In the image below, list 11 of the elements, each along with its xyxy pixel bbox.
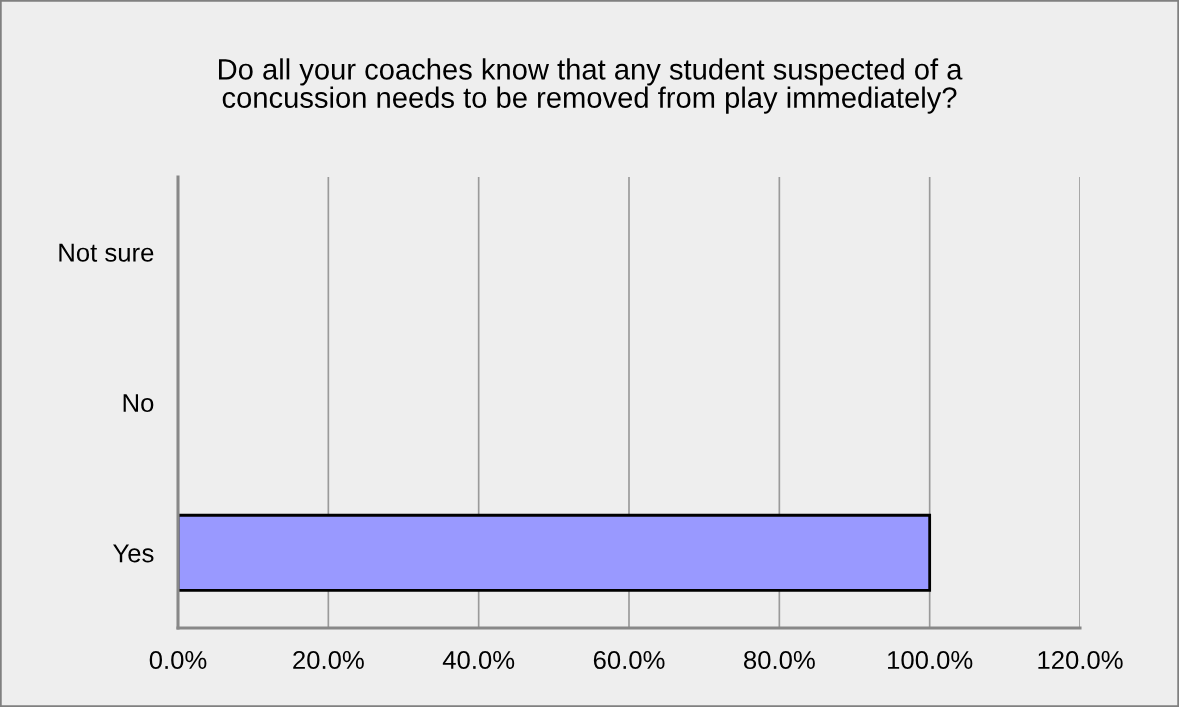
x-tick-label: 60.0% <box>593 650 665 670</box>
x-tick-label: 80.0% <box>744 650 815 670</box>
x-tick-label: 100.0% <box>888 650 973 670</box>
x-tick-label: 0.0% <box>149 650 207 670</box>
x-tick-label: 40.0% <box>442 650 515 670</box>
y-tick-label: Not sure <box>59 243 154 262</box>
chart-title: Do all your coaches know that any student suspected of a concussion needs to be removed from play immediately? <box>219 58 963 114</box>
y-tick-label: Yes <box>113 544 154 563</box>
x-tick-label: 120.0% <box>1038 650 1123 670</box>
x-tick-label: 20.0% <box>293 650 364 670</box>
y-tick-label: No <box>123 394 154 413</box>
